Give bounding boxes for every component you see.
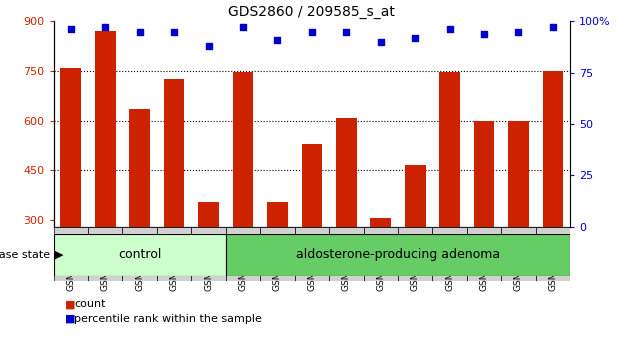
Bar (398, 227, 432, 281)
Text: GSM211448: GSM211448 (135, 236, 144, 291)
Text: GSM211453: GSM211453 (307, 236, 316, 291)
Point (66, 27, 76, 32)
Bar (336, 118, 357, 227)
Bar (542, 71, 563, 227)
Point (100, 24, 110, 30)
Bar (302, 144, 322, 227)
Bar (157, 227, 192, 281)
Point (307, 29, 317, 34)
Point (272, 37, 282, 42)
Text: GSM211454: GSM211454 (342, 236, 351, 291)
Text: GSM211456: GSM211456 (411, 236, 420, 291)
Point (479, 31, 489, 36)
Point (513, 29, 524, 34)
Bar (295, 227, 329, 281)
Bar (364, 227, 398, 281)
Text: GSM211452: GSM211452 (273, 236, 282, 291)
Bar (467, 227, 501, 281)
Text: control: control (118, 249, 161, 261)
Point (238, 24, 248, 30)
Bar (122, 227, 157, 281)
Bar (329, 227, 364, 281)
Bar (501, 227, 536, 281)
Bar (474, 121, 495, 227)
Point (375, 39, 386, 45)
Bar (232, 72, 253, 227)
Bar (129, 109, 150, 227)
Text: GSM211458: GSM211458 (479, 236, 488, 291)
Text: ■: ■ (65, 299, 76, 309)
Text: GSM211451: GSM211451 (239, 236, 248, 291)
Text: GSM211450: GSM211450 (204, 236, 213, 291)
Bar (60, 68, 81, 227)
Bar (54, 227, 88, 281)
Bar (432, 227, 467, 281)
Text: aldosterone-producing adenoma: aldosterone-producing adenoma (296, 249, 500, 261)
Point (548, 24, 558, 30)
Bar (536, 227, 570, 281)
Bar (370, 218, 391, 227)
Text: GSM211459: GSM211459 (514, 236, 523, 291)
Bar (260, 227, 295, 281)
Point (203, 43, 214, 49)
Bar (95, 31, 115, 227)
Text: count: count (74, 299, 106, 309)
Point (169, 29, 179, 34)
Bar (226, 234, 570, 276)
Point (341, 29, 352, 34)
Text: GSM211449: GSM211449 (169, 236, 178, 291)
Text: percentile rank within the sample: percentile rank within the sample (74, 314, 262, 324)
Bar (198, 202, 219, 227)
Bar (192, 227, 226, 281)
Text: GSM211446: GSM211446 (66, 236, 75, 291)
Text: ▶: ▶ (55, 250, 63, 260)
Text: GSM211457: GSM211457 (445, 236, 454, 291)
Text: GSM211447: GSM211447 (101, 236, 110, 291)
Bar (88, 227, 122, 281)
Point (445, 27, 455, 32)
Point (410, 35, 420, 40)
Text: GSM211460: GSM211460 (549, 236, 558, 291)
Text: disease state: disease state (0, 250, 50, 260)
Bar (164, 79, 185, 227)
Bar (508, 121, 529, 227)
Bar (405, 165, 425, 227)
Bar (226, 227, 260, 281)
Text: ■: ■ (65, 314, 76, 324)
Bar (267, 202, 288, 227)
Bar (54, 234, 226, 276)
Bar (439, 72, 460, 227)
Title: GDS2860 / 209585_s_at: GDS2860 / 209585_s_at (229, 5, 395, 19)
Point (135, 29, 145, 34)
Text: GSM211455: GSM211455 (376, 236, 385, 291)
